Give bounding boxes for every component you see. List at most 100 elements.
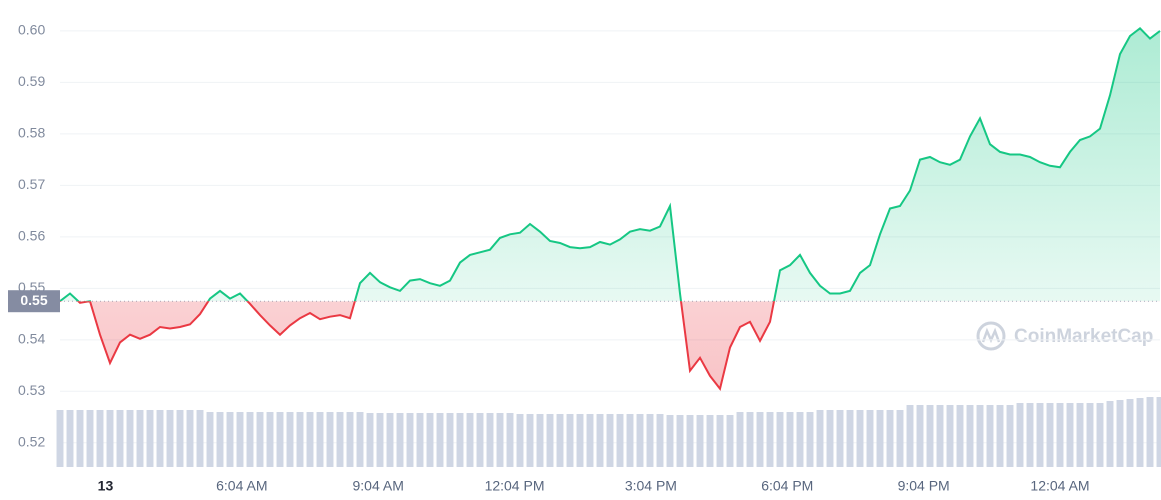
volume-bar [996, 405, 1004, 467]
volume-bar [1106, 401, 1114, 467]
volume-bar [596, 414, 604, 467]
volume-bar [376, 413, 384, 467]
volume-bar [786, 412, 794, 467]
volume-bar [76, 410, 84, 467]
volume-bar [846, 410, 854, 467]
volume-bar [96, 410, 104, 467]
volume-bar [166, 410, 174, 467]
x-tick-label: 6:04 AM [216, 478, 267, 494]
volume-bar [386, 413, 394, 467]
volume-bar [766, 412, 774, 467]
volume-bar [406, 413, 414, 467]
y-tick-label: 0.58 [18, 125, 45, 141]
volume-bar [626, 414, 634, 467]
volume-bar [636, 414, 644, 467]
volume-bar [726, 415, 734, 467]
volume-bar [486, 413, 494, 467]
volume-bar [896, 410, 904, 467]
volume-bar [836, 410, 844, 467]
volume-bar [136, 410, 144, 467]
volume-bar [906, 405, 914, 467]
volume-bar [686, 415, 694, 467]
y-tick-label: 0.53 [18, 382, 45, 398]
volume-bar [396, 413, 404, 467]
volume-bar [266, 412, 274, 467]
volume-bar [696, 415, 704, 467]
volume-bar [526, 414, 534, 467]
volume-bar [146, 410, 154, 467]
volume-bar [946, 405, 954, 467]
volume-bar [186, 410, 194, 467]
volume-bar [1006, 405, 1014, 467]
volume-bar [886, 410, 894, 467]
volume-bar [776, 412, 784, 467]
volume-bar [926, 405, 934, 467]
volume-bar [196, 410, 204, 467]
volume-bar [236, 412, 244, 467]
volume-bar [416, 413, 424, 467]
volume-bar [126, 410, 134, 467]
volume-bar [1086, 403, 1094, 467]
volume-bar [716, 415, 724, 467]
volume-bar [666, 415, 674, 467]
volume-bar [956, 405, 964, 467]
volume-bar [326, 412, 334, 467]
volume-bar [706, 415, 714, 467]
watermark: CoinMarketCap [976, 321, 1153, 351]
volume-bar [736, 412, 744, 467]
volume-bar [606, 414, 614, 467]
x-tick-label: 9:04 PM [898, 478, 950, 494]
volume-bar [796, 412, 804, 467]
volume-bar [436, 413, 444, 467]
volume-bar [546, 414, 554, 467]
volume-bar [1116, 400, 1124, 467]
volume-bar [106, 410, 114, 467]
x-tick-label: 12:04 AM [1030, 478, 1089, 494]
volume-bar [1046, 403, 1054, 467]
volume-bar [676, 415, 684, 467]
volume-bar [916, 405, 924, 467]
x-tick-label: 6:04 PM [761, 478, 813, 494]
y-tick-label: 0.52 [18, 434, 45, 450]
volume-bar [876, 410, 884, 467]
volume-bar [1016, 403, 1024, 467]
volume-bar [1076, 403, 1084, 467]
baseline-label-box [8, 290, 60, 313]
x-tick-label: 12:04 PM [485, 478, 545, 494]
volume-bar [176, 410, 184, 467]
volume-bar [1126, 399, 1134, 467]
volume-bar [536, 414, 544, 467]
volume-bar [156, 410, 164, 467]
area-up [60, 28, 1160, 302]
volume-bar [1146, 397, 1154, 467]
x-tick-label: 13 [98, 478, 114, 494]
volume-bar [466, 413, 474, 467]
volume-bar [66, 410, 74, 467]
volume-bar [256, 412, 264, 467]
volume-bar [1026, 403, 1034, 467]
volume-bar [286, 412, 294, 467]
volume-bar [1066, 403, 1074, 467]
volume-bar [756, 412, 764, 467]
volume-bar [56, 410, 64, 467]
volume-bar [206, 412, 214, 467]
volume-bar [576, 414, 584, 467]
volume-bar [866, 410, 874, 467]
volume-bar [1156, 397, 1161, 467]
volume-bar [826, 410, 834, 467]
volume-bar [986, 405, 994, 467]
volume-bar [976, 405, 984, 467]
volume-bar [966, 405, 974, 467]
volume-bar [746, 412, 754, 467]
volume-bar [806, 412, 814, 467]
volume-bar [656, 414, 664, 467]
watermark-text: CoinMarketCap [1014, 326, 1153, 347]
volume-bar [616, 414, 624, 467]
volume-bar [226, 412, 234, 467]
volume-bar [556, 414, 564, 467]
volume-bar [246, 412, 254, 467]
volume-bar [936, 405, 944, 467]
volume-bar [1096, 403, 1104, 467]
y-tick-label: 0.59 [18, 73, 45, 89]
volume-bar [1036, 403, 1044, 467]
